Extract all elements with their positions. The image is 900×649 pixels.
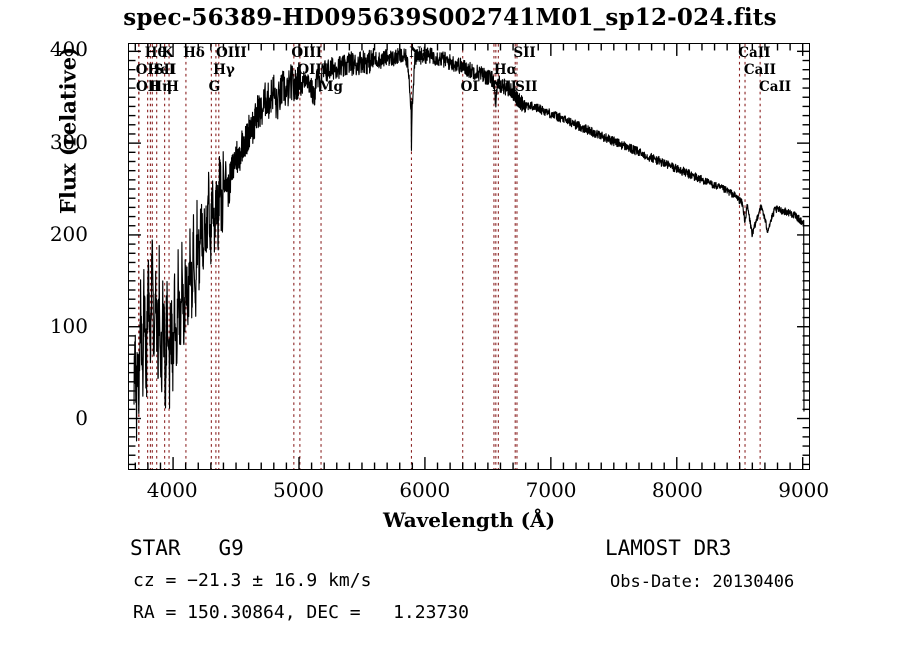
observation-date-text: Obs-Date: 20130406: [610, 572, 795, 592]
spectral-line-label-SII: SII: [515, 79, 538, 95]
x-tick-label-4000: 4000: [146, 478, 198, 502]
y-tick-label-400: 400: [49, 37, 88, 62]
x-tick-label-8000: 8000: [651, 478, 703, 502]
spectral-line-label-OIII: OIII: [297, 62, 329, 78]
x-tick-label-6000: 6000: [399, 478, 451, 502]
spectral-line-label-NII: NII: [492, 79, 517, 95]
spectral-line-label-Na: Na: [409, 45, 431, 61]
survey-name-text: LAMOST DR3: [605, 536, 732, 560]
spectrum-svg: [129, 44, 809, 469]
y-tick-label-200: 200: [49, 221, 88, 246]
page-title: spec-56389-HD095639S002741M01_sp12-024.f…: [123, 4, 777, 31]
x-tick-label-5000: 5000: [273, 478, 324, 502]
spectral-line-label-H: Hη: [149, 79, 172, 95]
spectral-line-label-SII: SII: [513, 45, 536, 61]
spectral-line-label-Mg: Mg: [318, 79, 343, 95]
x-tick-label-7000: 7000: [525, 478, 577, 502]
spectral-line-label-H: Hα: [493, 62, 518, 78]
spectral-line-label-G: G: [208, 79, 221, 95]
spectral-line-label-OIII: OIII: [291, 45, 323, 61]
spectral-line-label-H: Hγ: [213, 62, 235, 78]
spectral-line-label-OI: OI: [460, 79, 479, 95]
spectral-line-label-OII: OII: [135, 62, 161, 78]
spectral-line-label-SII: SII: [153, 62, 177, 78]
spectral-line-label-OIII: OIII: [216, 45, 247, 61]
spectral-line-label-H: Hδ: [183, 45, 205, 61]
spectral-line-label-K: K: [161, 45, 174, 61]
spectrum-plot-area: [128, 43, 810, 470]
spectral-line-label-H: H: [166, 79, 179, 95]
spectral-line-label-CaII: CaII: [758, 79, 792, 95]
spectral-line-label-CaII: CaII: [743, 62, 776, 78]
x-axis-label: Wavelength (Å): [382, 508, 556, 532]
spectral-line-label-HeI: HeI: [147, 62, 176, 78]
coordinates-text: RA = 150.30864, DEC = 1.23730: [133, 602, 469, 623]
redshift-velocity-text: cz = −21.3 ± 16.9 km/s: [133, 570, 372, 591]
spectrum-trace: [133, 46, 805, 442]
y-tick-label-300: 300: [49, 129, 88, 154]
y-tick-label-0: 0: [75, 406, 88, 431]
x-tick-label-9000: 9000: [778, 478, 830, 502]
spectral-line-label-CaII: CaII: [738, 45, 771, 61]
spectral-line-label-OII: OII: [135, 79, 161, 95]
spectral-line-label-H: Hθ: [144, 45, 167, 61]
object-class-text: STAR G9: [130, 536, 244, 560]
y-tick-label-100: 100: [49, 314, 88, 339]
